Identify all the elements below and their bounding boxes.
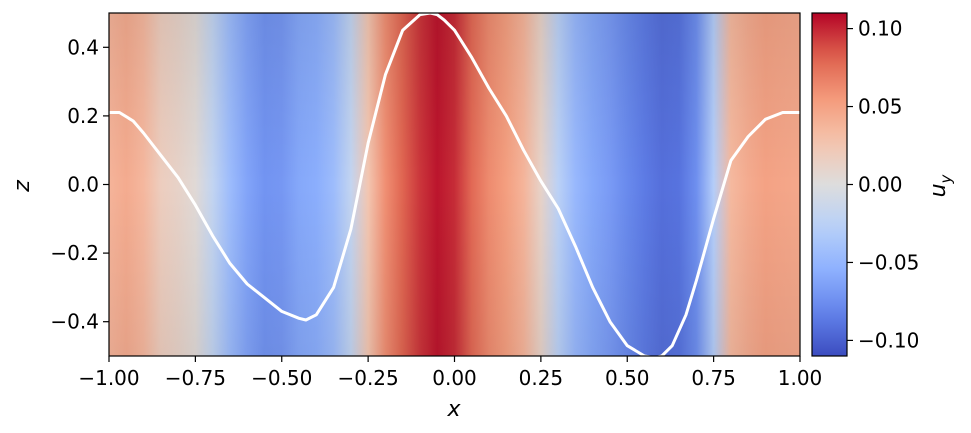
colorbar-fill xyxy=(811,12,848,357)
x-tick-label: 0.00 xyxy=(432,366,477,390)
y-tick-label: −0.4 xyxy=(50,310,99,334)
y-tick-label: −0.2 xyxy=(50,241,99,265)
colorbar-label-base: u xyxy=(926,183,951,197)
y-axis-label: z xyxy=(10,180,35,193)
colorbar-label: uy xyxy=(926,173,955,197)
colorbar-label-subscript: y xyxy=(937,173,955,184)
x-tick-label: 0.75 xyxy=(691,366,736,390)
colorbar-tick-label: 0.05 xyxy=(858,95,903,119)
y-axis: 0.4 0.2 0.0 −0.2 −0.4 xyxy=(50,35,109,334)
interface-line xyxy=(109,13,800,356)
colorbar-ticks: 0.10 0.05 0.00 −0.05 −0.10 xyxy=(847,17,919,352)
x-axis: −1.00 −0.75 −0.50 −0.25 0.00 0.25 0.50 0.75 1.00 xyxy=(78,356,822,390)
x-tick-label: 0.50 xyxy=(605,366,650,390)
colorbar-tick-label: 0.00 xyxy=(858,173,903,197)
x-tick-label: −1.00 xyxy=(78,366,139,390)
colorbar-tick-label: 0.10 xyxy=(858,17,903,41)
colorbar: 0.10 0.05 0.00 −0.05 −0.10 uy xyxy=(811,12,955,357)
y-tick-label: 0.4 xyxy=(67,35,99,59)
y-tick-label: 0.2 xyxy=(67,104,99,128)
plot-area xyxy=(108,12,801,357)
x-tick-label: 1.00 xyxy=(778,366,823,390)
y-tick-label: 0.0 xyxy=(67,173,99,197)
x-tick-label: −0.75 xyxy=(165,366,226,390)
colorbar-tick-label: −0.05 xyxy=(858,250,919,274)
x-tick-label: −0.25 xyxy=(337,366,398,390)
x-tick-label: −0.50 xyxy=(251,366,312,390)
x-axis-label: x xyxy=(446,397,461,422)
field-vertical-shading xyxy=(109,13,800,356)
colorbar-tick-label: −0.10 xyxy=(858,328,919,352)
x-tick-label: 0.25 xyxy=(519,366,564,390)
